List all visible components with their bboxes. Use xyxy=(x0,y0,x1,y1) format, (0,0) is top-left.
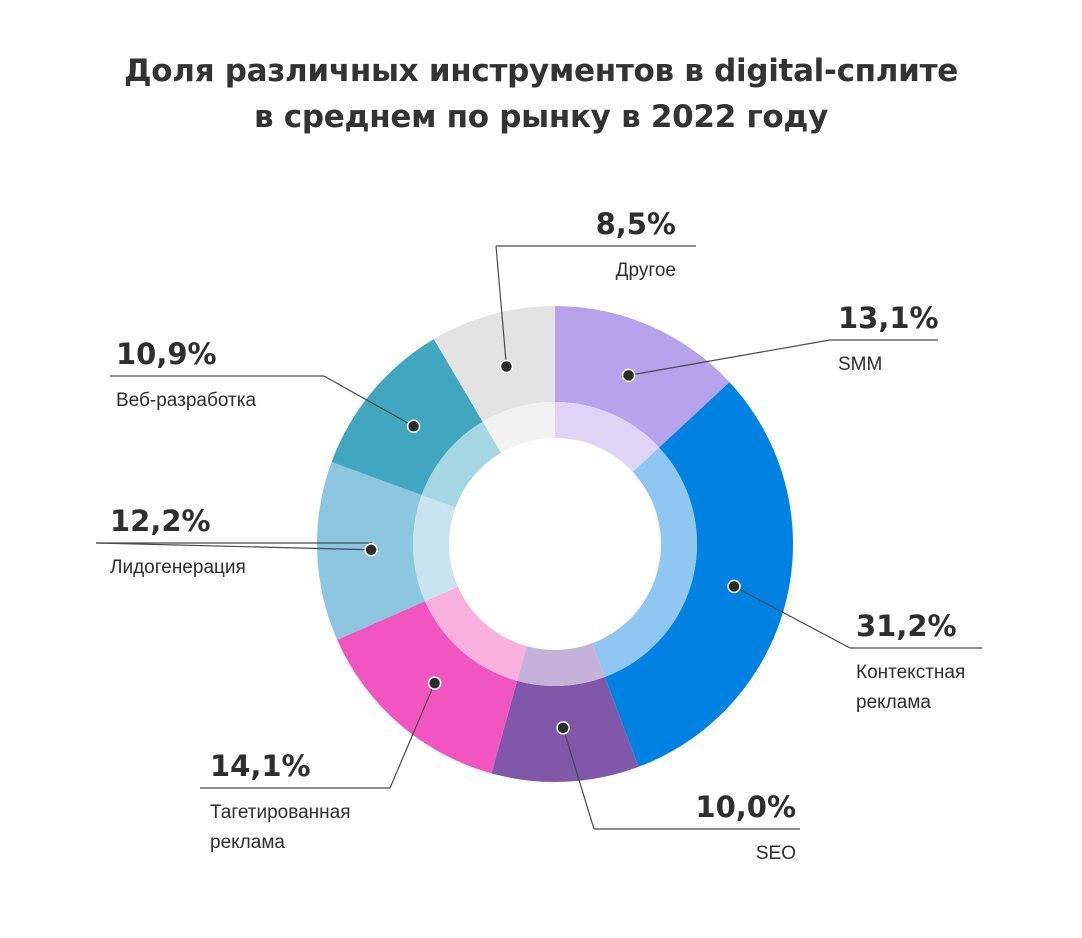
slice-inner-контекстная-реклама xyxy=(592,447,697,677)
slice-outer-веб-разработка xyxy=(331,339,483,496)
leader-line-seo xyxy=(562,727,595,830)
value-label-smm: 13,1% xyxy=(838,301,939,335)
category-label-другое: Другое xyxy=(616,260,676,281)
slice-labels: 13,1% SMM 31,2% Контекстная реклама 10,0% SEO 1… xyxy=(110,207,965,864)
value-label-контекстная-реклама: 31,2% xyxy=(856,609,957,643)
slice-outer-smm xyxy=(555,306,730,448)
category-label-контекстная-реклама-line-1: Контекстная xyxy=(856,662,965,683)
slice-outer-другое xyxy=(433,306,555,422)
chart-title-line-2: в среднем по рынку в 2022 году xyxy=(253,99,829,135)
category-label-smm: SMM xyxy=(838,354,882,375)
category-label-контекстная-реклама-line-2: реклама xyxy=(856,692,931,713)
slice-marker-dot-веб-разработка xyxy=(406,419,421,434)
leader-line-лидогенерация xyxy=(95,542,372,551)
leader-line-тагетированная-реклама xyxy=(389,682,436,789)
category-label-тагетированная-реклама-line-2: реклама xyxy=(210,832,285,853)
slice-marker-dot-контекстная-реклама xyxy=(727,579,741,594)
slice-outer-контекстная-реклама xyxy=(604,382,794,767)
slice-marker-dot-лидогенерация xyxy=(364,543,378,557)
slice-inner-другое xyxy=(482,402,555,453)
category-label-seo: SEO xyxy=(756,843,796,864)
slice-inner-лидогенерация xyxy=(413,495,458,602)
value-label-тагетированная-реклама: 14,1% xyxy=(210,749,311,783)
donut-slices xyxy=(317,306,794,782)
value-label-seo: 10,0% xyxy=(695,790,796,824)
slice-marker-dot-seo xyxy=(556,721,570,735)
leader-lines xyxy=(95,245,982,830)
leader-line-контекстная-реклама xyxy=(733,585,851,649)
category-label-лидогенерация: Лидогенерация xyxy=(110,557,246,578)
leader-line-веб-разработка xyxy=(323,375,414,427)
category-label-веб-разработка: Веб-разработка xyxy=(116,390,256,411)
slice-marker-dot-другое xyxy=(499,359,514,374)
leader-line-другое xyxy=(495,245,508,367)
slice-inner-seo xyxy=(517,643,605,686)
value-label-лидогенерация: 12,2% xyxy=(110,504,211,538)
value-label-веб-разработка: 10,9% xyxy=(116,337,217,371)
slice-inner-тагетированная-реклама xyxy=(425,586,527,681)
slice-outer-тагетированная-реклама xyxy=(337,601,518,774)
slice-marker-dot-тагетированная-реклама xyxy=(427,676,442,690)
chart-title-line-1: Доля различных инструментов в digital-сп… xyxy=(123,53,958,89)
slice-inner-веб-разработка xyxy=(421,421,502,508)
category-label-тагетированная-реклама-line-1: Тагетированная xyxy=(210,802,351,823)
leader-line-smm xyxy=(628,339,831,376)
value-label-другое: 8,5% xyxy=(596,207,676,241)
slice-inner-smm xyxy=(555,402,660,472)
slice-marker-dot-smm xyxy=(621,368,636,383)
chart-title: Доля различных инструментов в digital-сп… xyxy=(0,48,1082,140)
